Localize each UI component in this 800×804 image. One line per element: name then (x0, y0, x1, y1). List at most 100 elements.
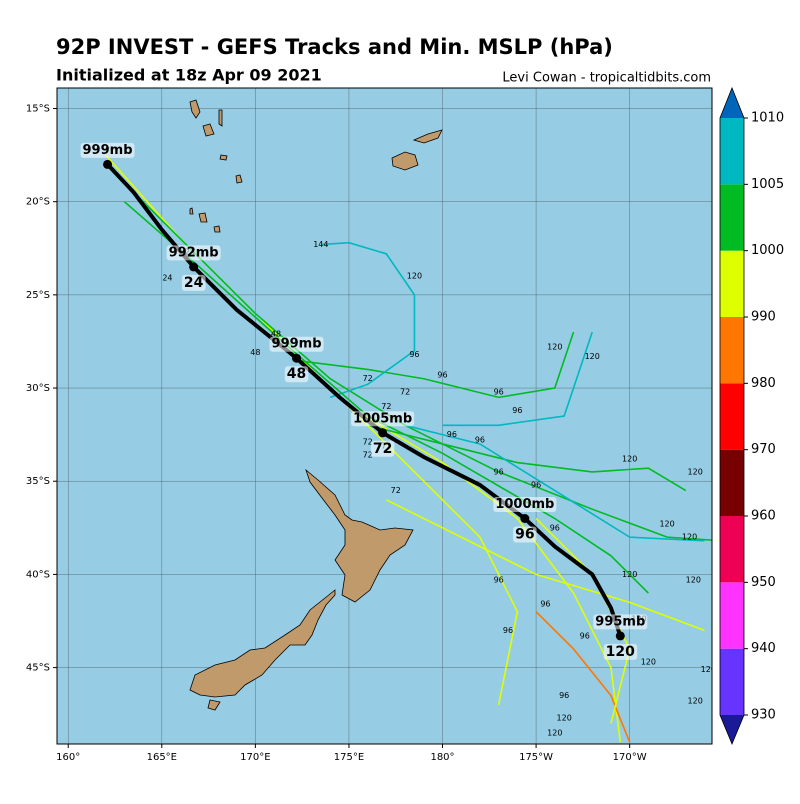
track-hour-label: 120 (407, 272, 422, 281)
subtitle: Initialized at 18z Apr 09 2021 (56, 66, 322, 85)
colorbar-label: 950 (751, 575, 776, 590)
pressure-label: 992mb (169, 245, 219, 260)
track-hour-label: 120 (622, 454, 637, 463)
track-hour-label: 120 (641, 658, 656, 667)
label-box (80, 142, 135, 158)
pressure-label: 999mb (83, 143, 133, 158)
y-tick-label: 30°S (26, 383, 50, 394)
colorbar-box (720, 516, 744, 583)
pressure-label: 1005mb (353, 411, 412, 426)
track-hour-label: 96 (494, 387, 504, 396)
label-box (603, 643, 638, 660)
colorbar-label: 970 (751, 442, 776, 457)
hour-label: 120 (606, 644, 635, 660)
label-box (513, 526, 537, 543)
colorbar-box (720, 317, 744, 384)
mean-point (292, 353, 302, 363)
ensemble-track (123, 201, 649, 594)
colorbar-box (720, 118, 744, 185)
ensemble-track (367, 424, 687, 492)
track-hour-label: 120 (688, 697, 703, 706)
label-box (593, 614, 648, 630)
x-tick-label: 170°W (613, 752, 647, 763)
track-hour-label: 144 (313, 240, 328, 249)
track-hour-label: 120 (701, 665, 716, 674)
track-hour-label: 72 (391, 486, 401, 495)
y-tick-label: 15°S (26, 104, 50, 115)
track-hour-label: 72 (400, 387, 410, 396)
track-hour-label: 120 (688, 467, 703, 476)
x-tick-label: 175°W (519, 752, 553, 763)
hour-label: 48 (287, 366, 306, 382)
colorbar-label: 930 (751, 708, 776, 723)
colorbar-label: 980 (751, 376, 776, 391)
y-tick-label: 20°S (26, 197, 50, 208)
hour-label: 96 (515, 527, 534, 543)
x-tick-label: 180° (430, 752, 454, 763)
hour-label: 24 (184, 275, 204, 291)
x-tick-label: 170°E (240, 752, 270, 763)
mean-point (520, 514, 530, 523)
ensemble-track (386, 499, 705, 632)
colorbar-label: 1000 (751, 243, 784, 258)
track-hour-label: 96 (559, 691, 569, 700)
label-box (181, 274, 206, 291)
pressure-label: 995mb (595, 614, 645, 629)
pressure-label: 1000mb (495, 497, 554, 512)
mean-point (189, 262, 199, 272)
track-hour-label: 72 (363, 438, 373, 447)
track-hour-label: 72 (381, 402, 391, 411)
label-box (269, 336, 324, 352)
track-hour-label: 96 (531, 480, 541, 489)
ensemble-track (404, 424, 705, 542)
colorbar-box (720, 582, 744, 649)
colorbar-box (720, 449, 744, 516)
y-tick-label: 35°S (26, 476, 50, 487)
track-hour-label: 96 (494, 467, 504, 476)
colorbar-label: 1010 (751, 111, 784, 126)
track-hour-label: 96 (494, 576, 504, 585)
track-hour-label: 96 (540, 600, 550, 609)
track-hour-label: 96 (437, 371, 447, 380)
pressure-label: 999mb (272, 337, 322, 352)
label-box (351, 411, 415, 427)
mean-point (378, 428, 388, 438)
track-hour-label: 120 (547, 728, 562, 737)
ensemble-track (292, 331, 575, 399)
track-hour-label: 120 (682, 533, 697, 542)
credit: Levi Cowan - tropicaltidbits.com (502, 71, 711, 86)
track-hour-label: 120 (686, 576, 701, 585)
x-tick-label: 165°E (147, 752, 177, 763)
colorbar-box (720, 648, 744, 715)
track-hour-label: 96 (503, 626, 513, 635)
y-tick-label: 40°S (26, 569, 50, 580)
track-hour-label: 120 (622, 570, 637, 579)
colorbar-over (720, 88, 744, 118)
colorbar-label: 960 (751, 509, 776, 524)
mean-point (103, 159, 113, 169)
track-hour-label: 96 (550, 523, 560, 532)
colorbar-box (720, 184, 744, 251)
track-hour-label: 120 (659, 520, 674, 529)
colorbar-box (720, 250, 744, 317)
track-hour-label: 96 (580, 631, 590, 640)
track-hour-label: 48 (250, 348, 260, 357)
hour-label: 72 (373, 441, 392, 457)
title: 92P INVEST - GEFS Tracks and Min. MSLP (… (56, 35, 613, 59)
track-hour-label: 96 (447, 430, 457, 439)
track-hour-label: 96 (512, 406, 522, 415)
colorbar-box (720, 383, 744, 450)
ensemble-track (320, 241, 416, 399)
ensemble-track (535, 611, 631, 743)
colorbar-label: 1005 (751, 177, 784, 192)
track-hour-label: 24 (162, 274, 172, 283)
mean-point (615, 631, 625, 641)
x-tick-label: 160° (56, 752, 80, 763)
colorbar-label: 990 (751, 310, 776, 325)
track-hour-label: 72 (363, 451, 373, 460)
track-hour-label: 72 (363, 374, 373, 383)
track-hour-label: 48 (271, 330, 281, 339)
label-box (493, 497, 557, 512)
x-tick-label: 175°E (334, 752, 364, 763)
